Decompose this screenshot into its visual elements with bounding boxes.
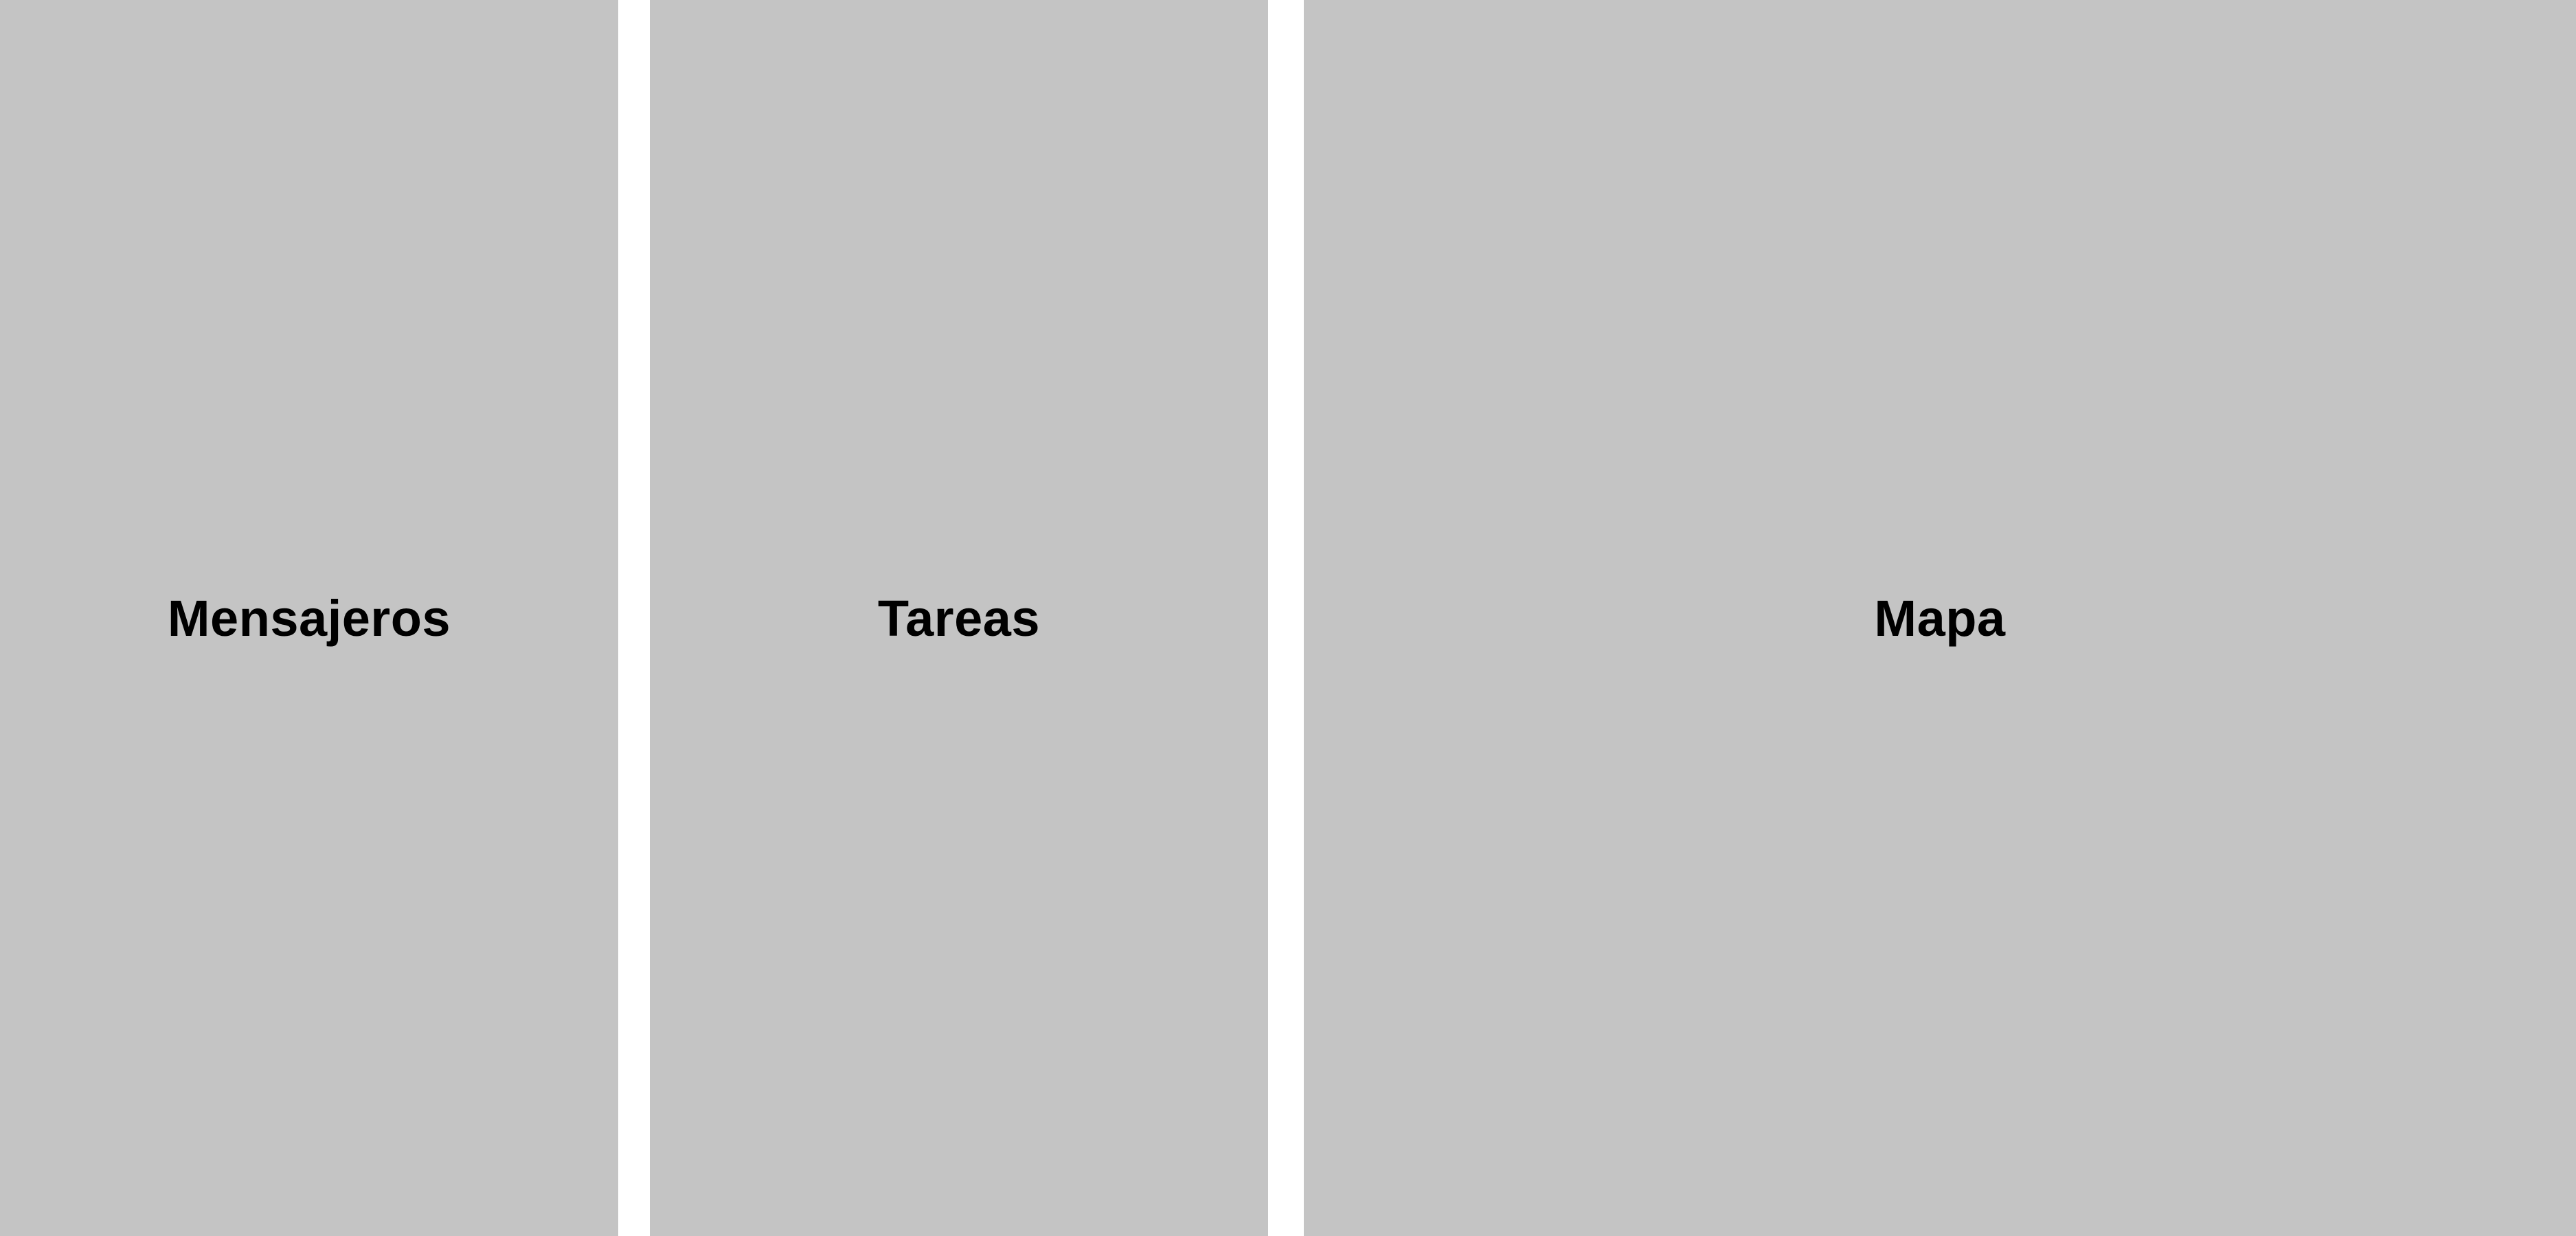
map-panel-title: Mapa: [1874, 589, 2006, 647]
messengers-panel[interactable]: Mensajeros: [0, 0, 618, 1236]
map-panel[interactable]: Mapa: [1304, 0, 2576, 1236]
tasks-panel[interactable]: Tareas: [650, 0, 1268, 1236]
messengers-panel-title: Mensajeros: [167, 589, 451, 647]
tasks-panel-title: Tareas: [877, 589, 1041, 647]
